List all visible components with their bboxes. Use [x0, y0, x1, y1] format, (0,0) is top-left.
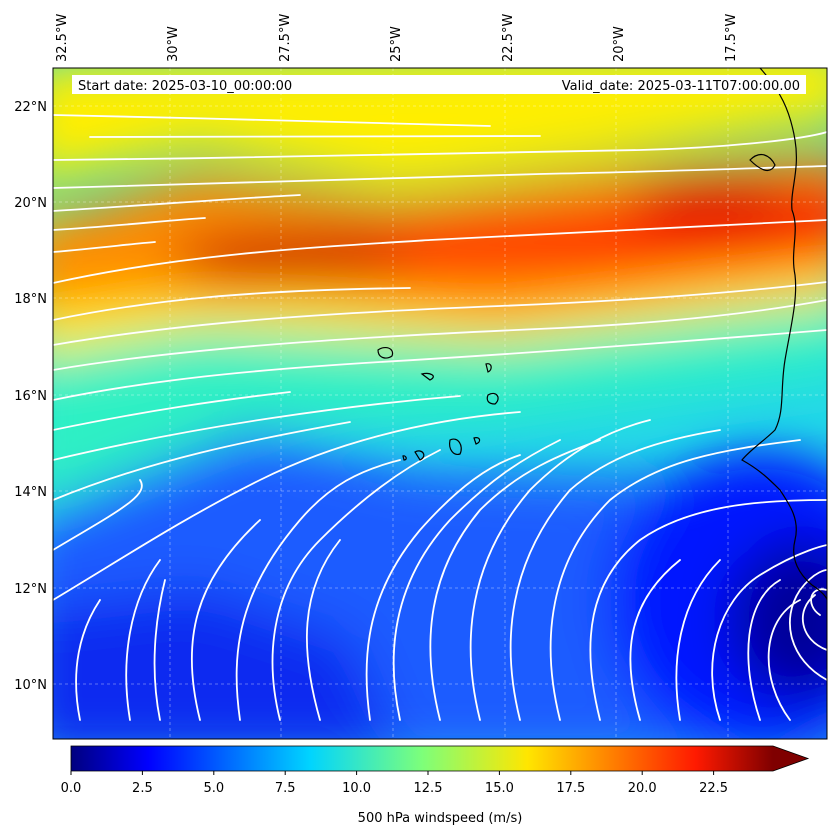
valid-date-text: Valid_date: 2025-03-11T07:00:00.00 — [562, 79, 800, 94]
wind-streamlines — [53, 114, 827, 721]
colorbar-tick-label: 22.5 — [699, 781, 728, 796]
map-frame — [52, 67, 828, 740]
colorbar-tick-label: 0.0 — [61, 781, 82, 796]
lon-label: 32.5°W — [55, 14, 70, 62]
lat-label: 14°N — [14, 485, 47, 500]
lat-label: 16°N — [14, 389, 47, 404]
longitude-labels: 32.5°W 30°W 27.5°W 25°W 22.5°W 20°W 17.5… — [55, 14, 739, 62]
lon-label: 25°W — [389, 26, 404, 62]
lat-label: 12°N — [14, 582, 47, 597]
lat-label: 20°N — [14, 196, 47, 211]
colorbar: 0.0 2.5 5.0 7.5 10.0 12.5 15.0 17.5 20.0… — [61, 745, 810, 826]
colorbar-tick-label: 5.0 — [203, 781, 224, 796]
lat-label: 18°N — [14, 292, 47, 307]
latitude-labels: 22°N 20°N 18°N 16°N 14°N 12°N 10°N — [14, 100, 47, 693]
lat-label: 22°N — [14, 100, 47, 115]
colorbar-tick-label: 2.5 — [132, 781, 153, 796]
lat-label: 10°N — [14, 678, 47, 693]
colorbar-tick-label: 17.5 — [556, 781, 585, 796]
colorbar-gradient — [71, 746, 773, 771]
colorbar-tick-label: 20.0 — [628, 781, 657, 796]
lon-label: 17.5°W — [724, 14, 739, 62]
colorbar-tick-label: 7.5 — [275, 781, 296, 796]
colorbar-label: 500 hPa windspeed (m/s) — [358, 811, 523, 826]
colorbar-extend-arrow — [773, 746, 808, 771]
colorbar-tick-label: 10.0 — [342, 781, 371, 796]
windspeed-field — [53, 68, 827, 739]
lon-label: 22.5°W — [501, 14, 516, 62]
colorbar-tick-label: 15.0 — [485, 781, 514, 796]
lon-label: 30°W — [166, 26, 181, 62]
colorbar-tick-label: 12.5 — [414, 781, 443, 796]
lon-label: 27.5°W — [278, 14, 293, 62]
start-date-text: Start date: 2025-03-10_00:00:00 — [78, 79, 292, 94]
lon-label: 20°W — [612, 26, 627, 62]
info-box — [72, 75, 806, 94]
coastline — [377, 68, 827, 601]
